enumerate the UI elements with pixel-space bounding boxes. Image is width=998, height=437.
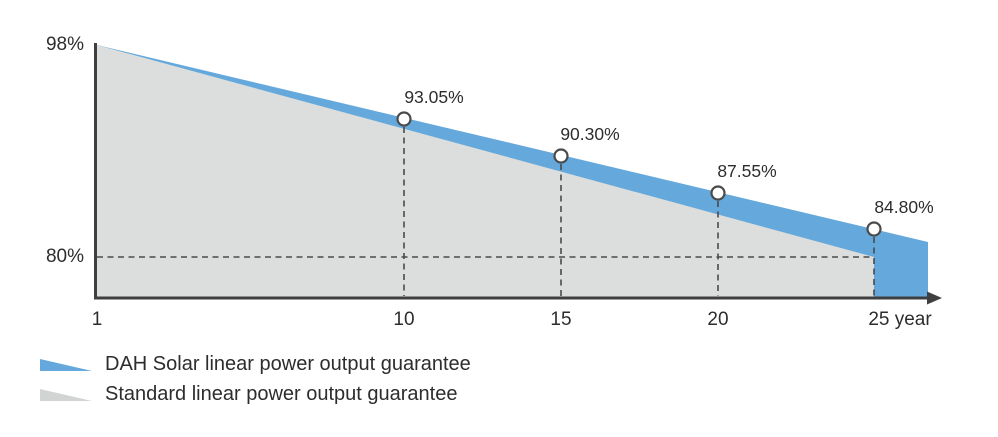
legend-label-dah-solar: DAH Solar linear power output guarantee <box>105 353 471 375</box>
legend-item-standard: Standard linear power output guarantee <box>40 382 471 407</box>
legend: DAH Solar linear power output guarantee … <box>40 352 471 407</box>
y-tick-98pct: 98% <box>45 34 84 55</box>
y-tick-80pct: 80% <box>45 246 84 267</box>
point-label-year-20: 87.55% <box>717 161 777 181</box>
legend-label-standard: Standard linear power output guarantee <box>105 383 458 405</box>
dah-solar-wedge-icon <box>40 358 92 371</box>
standard-wedge-icon <box>40 388 92 401</box>
x-tick-year-15: 15 <box>550 309 572 330</box>
x-tick-year-25: 25 year <box>868 309 932 330</box>
data-point-year-10 <box>396 111 412 127</box>
x-tick-year-1: 1 <box>91 309 103 330</box>
legend-item-dah-solar: DAH Solar linear power output guarantee <box>40 352 471 377</box>
x-axis-arrow-icon <box>927 291 942 305</box>
point-label-year-10: 93.05% <box>404 87 464 107</box>
standard-area <box>97 45 874 298</box>
x-tick-year-10: 10 <box>393 309 415 330</box>
point-label-year-25: 84.80% <box>874 197 934 217</box>
data-point-year-25 <box>866 221 882 237</box>
data-point-year-15 <box>553 148 569 164</box>
point-label-year-15: 90.30% <box>560 124 620 144</box>
data-point-year-20 <box>710 185 726 201</box>
x-tick-year-20: 20 <box>707 309 729 330</box>
